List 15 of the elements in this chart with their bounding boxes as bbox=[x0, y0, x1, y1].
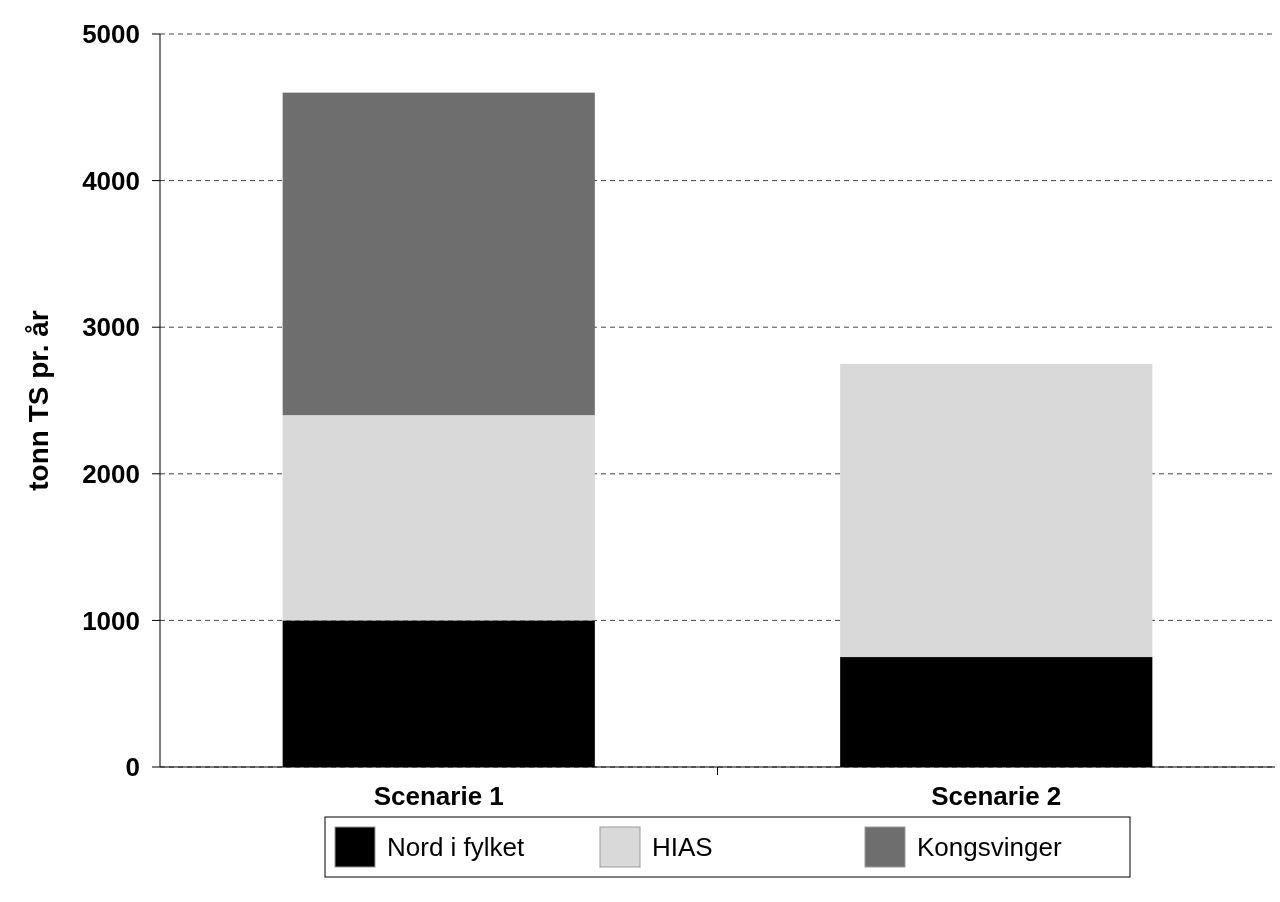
y-axis-title: tonn TS pr. år bbox=[23, 310, 54, 491]
y-tick-label: 4000 bbox=[82, 165, 140, 196]
legend-label: HIAS bbox=[652, 832, 713, 863]
y-tick-label: 1000 bbox=[82, 605, 140, 636]
legend-label: Nord i fylket bbox=[387, 832, 526, 863]
y-tick-label: 2000 bbox=[82, 458, 140, 489]
bar bbox=[840, 363, 1153, 658]
bar bbox=[282, 415, 595, 621]
bar bbox=[282, 92, 595, 416]
x-tick-label: Scenarie 2 bbox=[931, 781, 1062, 811]
legend-label: Kongsvinger bbox=[917, 832, 1062, 863]
y-tick-label: 5000 bbox=[82, 19, 140, 50]
x-tick-label: Scenarie 1 bbox=[373, 781, 504, 811]
y-tick-label: 0 bbox=[125, 752, 140, 783]
y-tick-label: 3000 bbox=[82, 312, 140, 343]
